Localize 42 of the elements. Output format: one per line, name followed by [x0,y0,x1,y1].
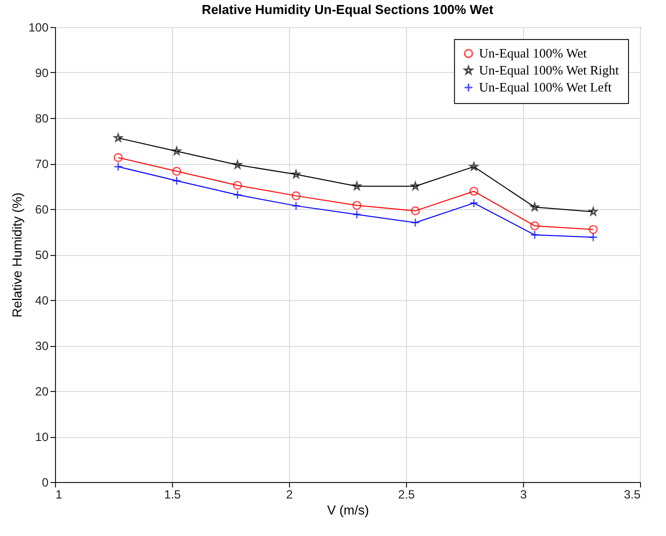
y-tick-label: 30 [35,339,49,353]
point [114,133,123,142]
point [232,180,242,190]
point [410,218,420,228]
point [291,201,301,210]
x-tick-label: 3 [520,488,528,502]
point [172,166,182,176]
x-tick-label: 3.5 [624,488,641,502]
point [530,230,540,240]
legend-label: Un-Equal 100% Wet Right [479,62,620,78]
y-tick-label: 70 [35,157,49,171]
legend-label: Un-Equal 100% Wet Left [479,80,612,94]
point [588,232,598,242]
point [469,198,478,208]
point [114,162,123,172]
y-tick-label: 50 [35,248,49,262]
x-tick-label: 1.5 [164,488,182,502]
y-tick-label: 60 [35,202,49,216]
x-axis-title: V (m/s) [327,502,369,518]
y-tick-label: 80 [35,112,49,126]
y-tick-label: 0 [42,476,49,490]
legend-label: Un-Equal 100% Wet [479,46,588,60]
point [114,153,123,162]
chart-title: Relative Humidity Un-Equal Sections 100% Wet [202,2,494,17]
point [410,206,420,216]
y-tick-label: 90 [35,66,49,80]
y-tick-label: 20 [35,384,49,398]
point [352,200,362,210]
x-tick-label: 1 [56,488,62,502]
point [172,176,182,186]
point [530,221,540,230]
x-tick-label: 2.5 [398,488,416,502]
point [588,224,598,234]
point [291,191,301,200]
point [469,186,478,196]
x-tick-label: 2 [286,488,294,502]
y-tick-label: 10 [35,430,49,444]
y-axis-title: Relative Humidity (%) [9,192,24,318]
y-tick-label: 100 [28,20,49,34]
y-tick-label: 40 [35,294,49,308]
point [232,190,242,200]
point [352,210,362,219]
